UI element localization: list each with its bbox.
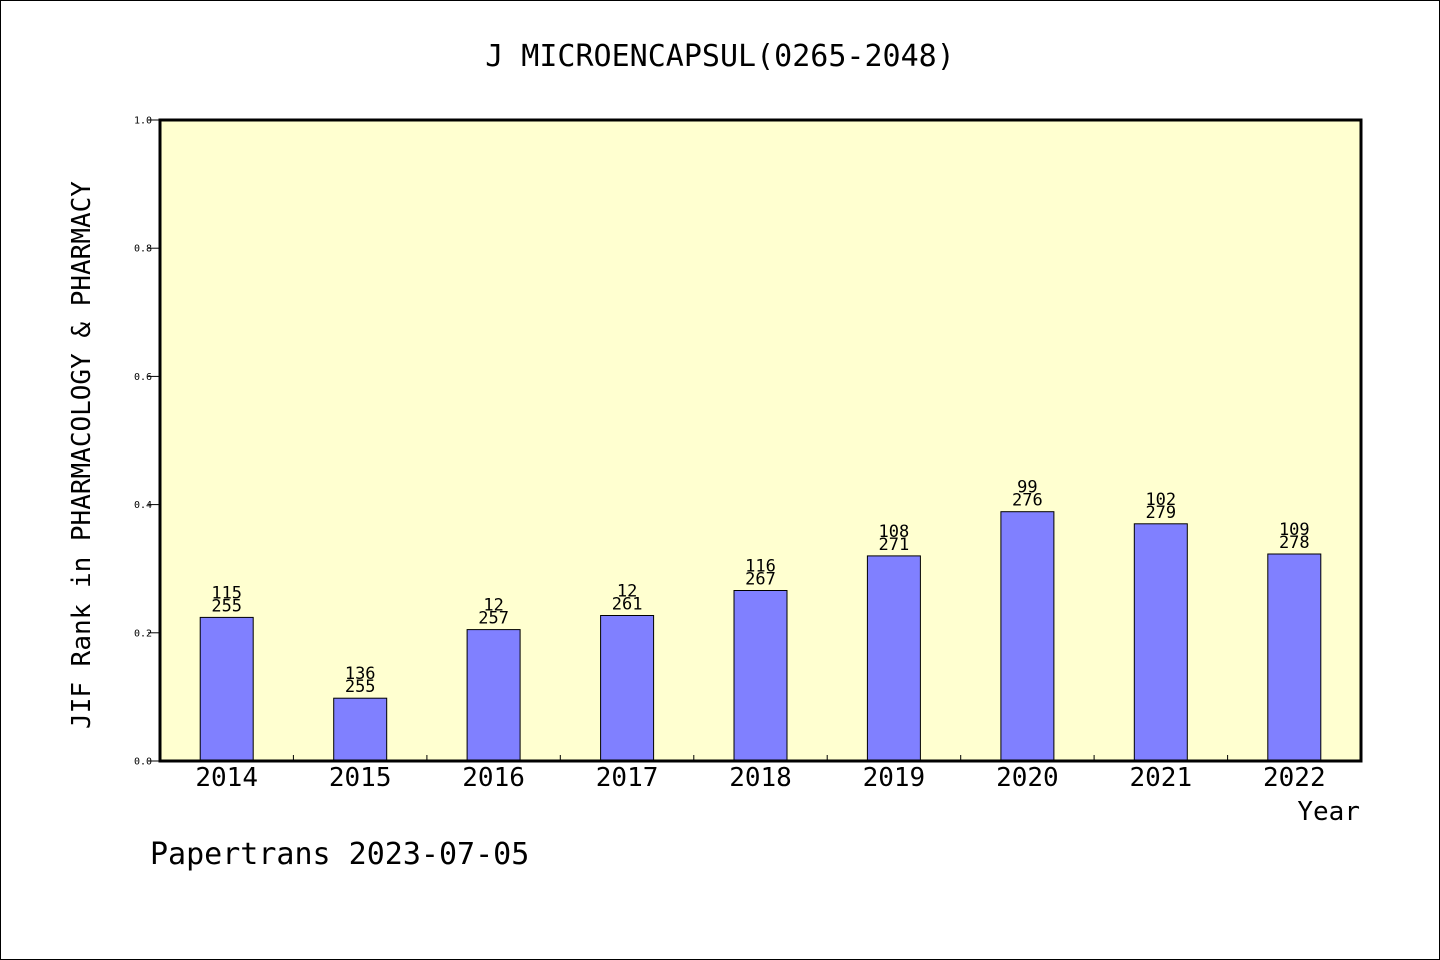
bar-2020 (1000, 511, 1055, 762)
rank-label-2016: 12 (483, 596, 503, 616)
rank-label-2015: 136 (345, 664, 376, 684)
total-label-2017: 261 (612, 595, 643, 615)
rank-label-2022: 109 (1279, 520, 1310, 540)
y-tick-label: 0.2 (134, 628, 152, 639)
x-tick-label-2021: 2021 (1129, 763, 1192, 793)
rank-label-2017: 12 (617, 582, 637, 602)
rank-label-2021: 102 (1145, 490, 1176, 510)
total-label-2015: 255 (345, 677, 376, 697)
bar-2016 (466, 629, 521, 762)
total-label-2014: 255 (211, 596, 242, 616)
rank-label-2020: 99 (1017, 478, 1037, 498)
bar-2019 (866, 555, 921, 762)
plot-border (158, 118, 1363, 763)
bar-2022 (1267, 553, 1322, 762)
bar-2017 (600, 615, 655, 762)
bar-2015 (333, 697, 388, 762)
total-label-2021: 279 (1145, 503, 1176, 523)
x-axis-label: Year (1297, 797, 1360, 827)
total-label-2020: 276 (1012, 491, 1043, 511)
y-tick-label: 0.4 (134, 500, 152, 511)
y-tick-label: 1.0 (134, 116, 152, 127)
x-tick-label-2015: 2015 (329, 763, 392, 793)
y-tick-label: 0.0 (134, 757, 152, 768)
rank-label-2019: 108 (879, 522, 910, 542)
x-tick-label-2020: 2020 (996, 763, 1059, 793)
total-label-2018: 267 (745, 570, 776, 590)
rank-label-2018: 116 (745, 557, 776, 577)
bar-2014 (199, 616, 254, 762)
y-tick-label: 0.8 (134, 244, 152, 255)
x-tick-label-2018: 2018 (729, 763, 792, 793)
x-tick-label-2017: 2017 (596, 763, 659, 793)
axes-group: 2014 2015 2016 2017 2018 2019 2020 2021 2022 0.0 0… (134, 116, 1326, 794)
total-label-2019: 271 (879, 535, 910, 555)
y-tick-label: 0.6 (134, 372, 152, 383)
x-tick-label-2022: 2022 (1263, 763, 1326, 793)
x-tick-label-2019: 2019 (863, 763, 926, 793)
bar-2021 (1133, 523, 1188, 762)
y-axis-label: JIF Rank in PHARMACOLOGY & PHARMACY (67, 181, 97, 729)
x-tick-label-2016: 2016 (462, 763, 525, 793)
x-tick-label-2014: 2014 (195, 763, 258, 793)
rank-label-2014: 115 (211, 583, 242, 603)
total-label-2022: 278 (1279, 533, 1310, 553)
bar-2018 (733, 590, 788, 762)
chart-title: J MICROENCAPSUL(0265-2048) (485, 39, 955, 74)
total-label-2016: 257 (478, 609, 509, 629)
footer-credit: Papertrans 2023-07-05 (150, 837, 529, 872)
